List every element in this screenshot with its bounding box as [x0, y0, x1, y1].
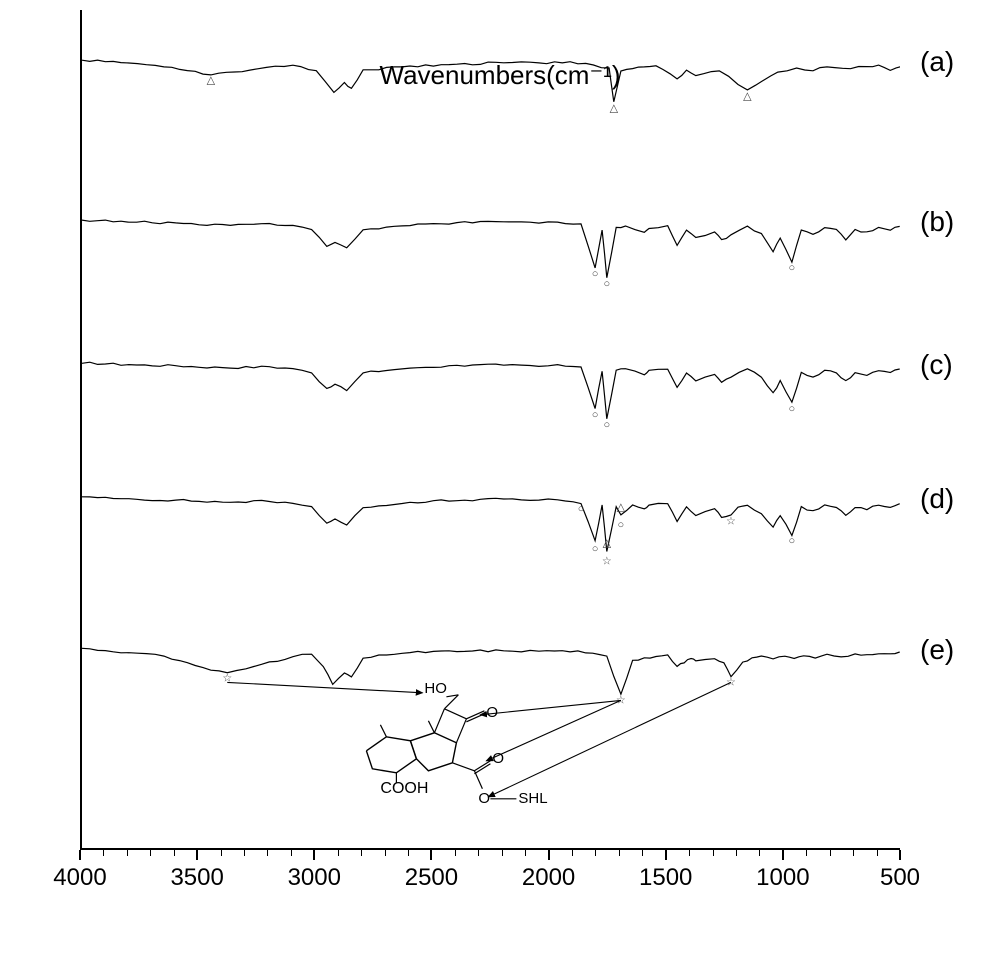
series-label-e: (e)	[920, 634, 954, 666]
x-tick-label: 2500	[405, 864, 458, 892]
x-tick-minor	[174, 850, 175, 856]
svg-text:O: O	[478, 790, 490, 807]
x-tick-minor	[244, 850, 245, 856]
x-tick-label: 2000	[522, 864, 575, 892]
svg-text:HO: HO	[424, 680, 447, 697]
x-tick-minor	[385, 850, 386, 856]
x-tick-minor	[127, 850, 128, 856]
x-tick-label: 1000	[756, 864, 809, 892]
x-tick-minor	[759, 850, 760, 856]
x-tick-minor	[572, 850, 573, 856]
x-tick-minor	[267, 850, 268, 856]
x-tick-minor	[478, 850, 479, 856]
x-tick-minor	[830, 850, 831, 856]
x-axis: 4000350030002500200015001000500	[80, 850, 900, 900]
x-tick-minor	[619, 850, 620, 856]
x-tick	[196, 850, 198, 860]
x-tick-label: 1500	[639, 864, 692, 892]
x-tick-minor	[291, 850, 292, 856]
x-tick	[899, 850, 901, 860]
x-tick-minor	[877, 850, 878, 856]
x-tick-minor	[150, 850, 151, 856]
x-tick	[430, 850, 432, 860]
svg-text:SHL: SHL	[518, 790, 547, 807]
x-tick-minor	[642, 850, 643, 856]
plot-area: (a)△△△(b)○○○(c)○○○(d)○△△○☆○☆○(e)☆☆☆OHOOO…	[80, 10, 900, 850]
molecule-inset: O HO O O SHL COOH	[82, 10, 902, 850]
x-tick-minor	[689, 850, 690, 856]
x-axis-label: Wavenumbers(cm⁻¹)	[379, 60, 620, 91]
x-tick	[548, 850, 550, 860]
x-tick	[782, 850, 784, 860]
x-tick-minor	[502, 850, 503, 856]
x-tick-minor	[853, 850, 854, 856]
ir-spectra-chart: (a)△△△(b)○○○(c)○○○(d)○△△○☆○☆○(e)☆☆☆OHOOO…	[30, 10, 970, 950]
svg-text:COOH: COOH	[380, 780, 428, 797]
x-tick-label: 500	[880, 864, 920, 892]
svg-text:O: O	[486, 704, 498, 721]
x-tick-minor	[103, 850, 104, 856]
x-tick-minor	[525, 850, 526, 856]
series-label-c: (c)	[920, 349, 953, 381]
series-label-a: (a)	[920, 46, 954, 78]
x-tick-minor	[408, 850, 409, 856]
x-tick	[79, 850, 81, 860]
x-tick-minor	[806, 850, 807, 856]
x-tick-minor	[221, 850, 222, 856]
x-tick-minor	[713, 850, 714, 856]
x-tick-minor	[455, 850, 456, 856]
x-tick-label: 3500	[170, 864, 223, 892]
x-tick-label: 4000	[53, 864, 106, 892]
x-tick-minor	[361, 850, 362, 856]
series-label-b: (b)	[920, 206, 954, 238]
series-label-d: (d)	[920, 483, 954, 515]
x-tick-minor	[595, 850, 596, 856]
svg-text:O: O	[492, 750, 504, 767]
x-tick-minor	[338, 850, 339, 856]
x-tick	[313, 850, 315, 860]
x-tick-minor	[736, 850, 737, 856]
x-tick	[665, 850, 667, 860]
x-tick-label: 3000	[288, 864, 341, 892]
